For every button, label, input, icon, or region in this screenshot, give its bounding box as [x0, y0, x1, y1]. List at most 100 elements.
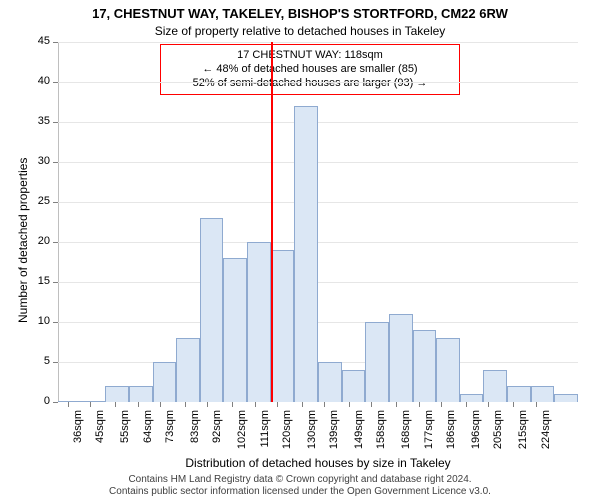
histogram-bar [153, 362, 177, 402]
footer-line-1: Contains HM Land Registry data © Crown c… [0, 474, 600, 485]
x-tick-mark [68, 402, 69, 407]
gridline [58, 82, 578, 83]
histogram-bar [460, 394, 484, 402]
x-tick-label: 130sqm [306, 410, 318, 464]
x-tick-mark [324, 402, 325, 407]
histogram-bar [294, 106, 318, 402]
histogram-bar [271, 250, 295, 402]
x-tick-label: 168sqm [400, 410, 412, 464]
x-tick-mark [232, 402, 233, 407]
histogram-bar [342, 370, 366, 402]
histogram-bar [129, 386, 153, 402]
histogram-bar [223, 258, 247, 402]
x-tick-mark [466, 402, 467, 407]
plot-border [58, 42, 578, 402]
x-tick-label: 215sqm [517, 410, 529, 464]
x-tick-mark [255, 402, 256, 407]
gridline [58, 122, 578, 123]
gridline [58, 42, 578, 43]
histogram-bar [82, 401, 106, 402]
x-tick-label: 73sqm [164, 410, 176, 464]
histogram-bar [554, 394, 578, 402]
histogram-bar [318, 362, 342, 402]
x-tick-label: 186sqm [445, 410, 457, 464]
x-tick-label: 111sqm [259, 410, 271, 464]
x-tick-mark [488, 402, 489, 407]
plot-area [58, 42, 578, 402]
x-tick-mark [396, 402, 397, 407]
y-tick-label: 40 [24, 75, 50, 87]
x-tick-label: 158sqm [375, 410, 387, 464]
histogram-bar [365, 322, 389, 402]
gridline [58, 282, 578, 283]
y-tick-mark [53, 42, 58, 43]
x-tick-mark [277, 402, 278, 407]
histogram-bar [176, 338, 200, 402]
x-tick-label: 36sqm [72, 410, 84, 464]
x-tick-label: 196sqm [470, 410, 482, 464]
x-tick-mark [419, 402, 420, 407]
x-tick-label: 224sqm [540, 410, 552, 464]
x-tick-mark [513, 402, 514, 407]
histogram-bar [200, 218, 224, 402]
y-tick-label: 0 [24, 395, 50, 407]
x-tick-label: 205sqm [492, 410, 504, 464]
x-tick-mark [349, 402, 350, 407]
y-tick-label: 45 [24, 35, 50, 47]
x-tick-label: 92sqm [211, 410, 223, 464]
histogram-bar [105, 386, 129, 402]
y-tick-mark [53, 82, 58, 83]
x-tick-label: 177sqm [423, 410, 435, 464]
x-tick-mark [115, 402, 116, 407]
x-tick-mark [441, 402, 442, 407]
y-tick-mark [53, 162, 58, 163]
x-tick-mark [302, 402, 303, 407]
x-tick-label: 45sqm [94, 410, 106, 464]
y-tick-label: 15 [24, 275, 50, 287]
x-tick-mark [207, 402, 208, 407]
histogram-bar [436, 338, 460, 402]
y-tick-mark [53, 282, 58, 283]
x-tick-mark [160, 402, 161, 407]
y-tick-mark [53, 122, 58, 123]
footer-line-2: Contains public sector information licen… [0, 486, 600, 497]
y-tick-label: 5 [24, 355, 50, 367]
gridline [58, 322, 578, 323]
y-tick-mark [53, 362, 58, 363]
reference-line [271, 42, 273, 402]
histogram-bar [507, 386, 531, 402]
x-tick-label: 64sqm [142, 410, 154, 464]
x-tick-mark [138, 402, 139, 407]
y-tick-mark [53, 242, 58, 243]
x-tick-mark [185, 402, 186, 407]
y-tick-label: 10 [24, 315, 50, 327]
gridline [58, 242, 578, 243]
gridline [58, 202, 578, 203]
y-tick-mark [53, 322, 58, 323]
x-tick-mark [536, 402, 537, 407]
x-tick-label: 102sqm [236, 410, 248, 464]
histogram-bar [247, 242, 271, 402]
y-tick-mark [53, 402, 58, 403]
x-tick-label: 55sqm [119, 410, 131, 464]
y-tick-label: 35 [24, 115, 50, 127]
x-tick-mark [371, 402, 372, 407]
x-tick-mark [90, 402, 91, 407]
chart-title-sub: Size of property relative to detached ho… [0, 24, 600, 38]
x-tick-label: 120sqm [281, 410, 293, 464]
histogram-bar [58, 401, 82, 402]
x-tick-label: 149sqm [353, 410, 365, 464]
y-tick-label: 25 [24, 195, 50, 207]
gridline [58, 162, 578, 163]
histogram-bar [483, 370, 507, 402]
y-tick-mark [53, 202, 58, 203]
histogram-bar [531, 386, 555, 402]
histogram-bar [413, 330, 437, 402]
x-tick-label: 139sqm [328, 410, 340, 464]
chart-container: 17, CHESTNUT WAY, TAKELEY, BISHOP'S STOR… [0, 0, 600, 500]
y-tick-label: 20 [24, 235, 50, 247]
y-tick-label: 30 [24, 155, 50, 167]
histogram-bar [389, 314, 413, 402]
x-tick-label: 83sqm [189, 410, 201, 464]
chart-title-main: 17, CHESTNUT WAY, TAKELEY, BISHOP'S STOR… [0, 6, 600, 21]
